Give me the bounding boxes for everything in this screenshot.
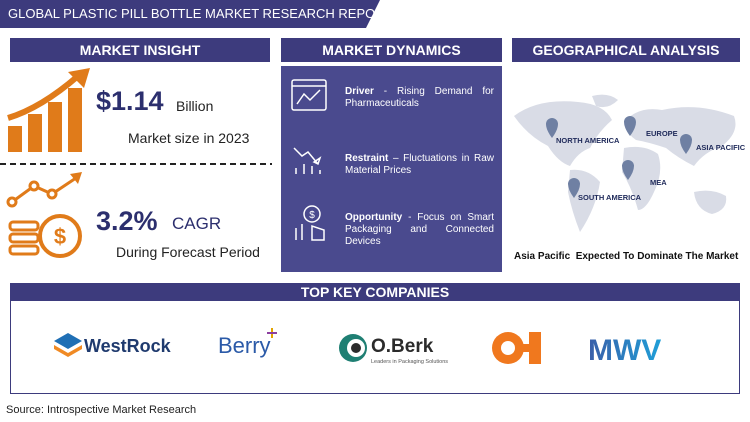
section-heading: MARKET DYNAMICS xyxy=(281,38,502,62)
report-title: GLOBAL PLASTIC PILL BOTTLE MARKET RESEAR… xyxy=(8,6,393,21)
company-tagline: Leaders in Packaging Solutions xyxy=(371,359,449,365)
growth-icon xyxy=(7,68,90,152)
world-map xyxy=(514,94,736,232)
region-label: EUROPE xyxy=(646,129,678,138)
mwv-logo: MWV xyxy=(588,334,661,364)
region-label: MEA xyxy=(650,178,667,187)
region-label: NORTH AMERICA xyxy=(556,136,620,145)
oberk-icon xyxy=(339,334,367,362)
cagr-caption: During Forecast Period xyxy=(116,244,260,260)
company-logo: WestRock xyxy=(84,336,171,356)
section-heading: TOP KEY COMPANIES xyxy=(10,283,740,301)
company-logo: Berry xyxy=(218,333,271,358)
cagr-value: 3.2% xyxy=(96,206,158,236)
region-label: ASIA PACIFIC xyxy=(696,143,746,152)
source-note: Source: Introspective Market Research xyxy=(6,404,197,416)
svg-text:$: $ xyxy=(309,210,315,221)
section-heading: GEOGRAPHICAL ANALYSIS xyxy=(512,38,740,62)
dynamics-restraint: Restraint – Fluctuations in Raw Material… xyxy=(345,153,494,176)
geo-caption: Asia Pacific Expected To Dominate The Ma… xyxy=(514,251,739,262)
market-size-caption: Market size in 2023 xyxy=(128,130,250,146)
svg-text:$: $ xyxy=(54,224,66,249)
berry-plus xyxy=(267,328,277,338)
cagr-unit: CAGR xyxy=(172,214,222,233)
dynamics-opportunity: Opportunity - Focus on Smart Packaging a… xyxy=(345,212,494,247)
companies-box xyxy=(10,301,740,394)
market-size-unit: Billion xyxy=(176,98,214,114)
cagr-icon: $ xyxy=(6,172,82,258)
dynamics-driver: Driver - Rising Demand for Pharmaceutica… xyxy=(345,86,495,109)
divider xyxy=(0,163,272,165)
dynamics-panel xyxy=(281,66,502,272)
title-band xyxy=(0,0,380,28)
company-logo: O.Berk xyxy=(371,336,434,357)
region-label: SOUTH AMERICA xyxy=(578,193,642,202)
section-heading: MARKET INSIGHT xyxy=(10,38,270,62)
company-logo: MWV xyxy=(588,334,661,364)
dynamics-icons: $ xyxy=(291,79,327,241)
westrock-icon xyxy=(54,333,82,357)
oi-logo xyxy=(492,332,541,364)
market-size-value: $1.14 xyxy=(96,86,164,116)
